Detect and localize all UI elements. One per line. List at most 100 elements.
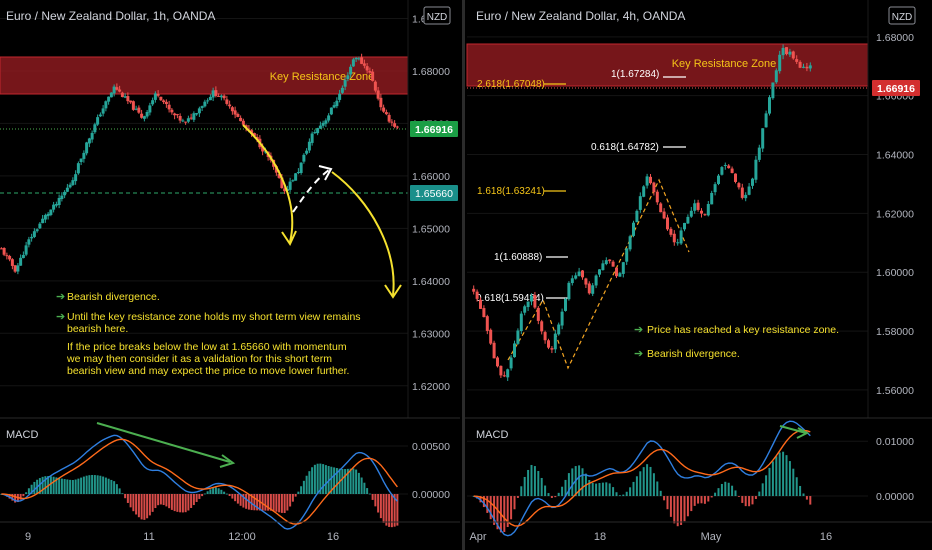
candle-body — [530, 295, 533, 302]
candle-body — [186, 118, 190, 122]
macd-histogram-bar — [107, 478, 110, 494]
macd-histogram-bar — [652, 473, 655, 497]
macd-histogram-bar — [717, 488, 720, 497]
candle-body — [376, 90, 380, 99]
macd-histogram-bar — [261, 494, 264, 511]
macd-histogram-bar — [52, 476, 55, 494]
candle-body — [798, 61, 802, 68]
candle-body — [175, 114, 179, 116]
macd-histogram-bar — [27, 488, 30, 494]
macd-histogram-bar — [236, 494, 239, 504]
right-chart-panel[interactable]: Key Resistance Zone 2.618(1.67048) 1(1.6… — [465, 0, 932, 543]
candle-body — [387, 114, 391, 122]
macd-histogram-bar — [544, 485, 547, 497]
candle-body — [329, 107, 333, 115]
candle-body — [768, 97, 771, 114]
macd-histogram-bar — [768, 467, 771, 497]
left-time-axis[interactable]: 9 11 12:00 16 — [25, 531, 339, 543]
right-price-tag-text: 1.66916 — [877, 83, 915, 95]
candle-body — [659, 203, 663, 213]
left-chart-panel[interactable]: Key Resistance Zone ➔ Bearish divergence… — [0, 0, 460, 543]
macd-histogram-bar — [333, 467, 336, 494]
macd-histogram-bar — [567, 473, 570, 497]
candle-body — [244, 125, 248, 128]
candle-body — [526, 301, 530, 308]
candle-body — [591, 285, 595, 294]
right-chart-title: Euro / New Zealand Dollar, 4h, OANDA — [476, 9, 685, 23]
right-candles — [472, 44, 812, 382]
candle-body — [567, 282, 571, 300]
candle-body — [230, 107, 234, 112]
candle-body — [513, 343, 516, 358]
r-y-tick-label: 1.58000 — [876, 326, 914, 338]
candle-body — [686, 216, 690, 224]
candle-body — [604, 260, 608, 265]
macd-histogram-bar — [635, 476, 638, 497]
macd-histogram-bar — [22, 494, 25, 497]
right-currency-badge-label: NZD — [892, 12, 913, 23]
macd-histogram-bar — [278, 494, 281, 513]
r-x-tick-label: Apr — [469, 531, 486, 543]
candle-body — [679, 230, 683, 244]
candle-body — [706, 204, 710, 216]
left-resistance-zone — [0, 56, 409, 95]
candle-body — [296, 172, 300, 174]
macd-histogram-bar — [228, 494, 231, 497]
macd-histogram-bar — [214, 487, 217, 494]
left-currency-badge[interactable] — [423, 6, 451, 25]
macd-histogram-bar — [710, 496, 713, 498]
macd-histogram-bar — [737, 496, 740, 497]
macd-histogram-bar — [550, 496, 553, 498]
candle-body — [115, 87, 119, 90]
r-y-tick-label: 1.60000 — [876, 267, 914, 279]
candle-body — [214, 90, 218, 96]
macd-histogram-bar — [99, 475, 102, 494]
l-macd-tick-label: 0.00500 — [412, 441, 450, 453]
candle-body — [41, 218, 45, 224]
candle-body — [492, 342, 496, 359]
candle-body — [771, 82, 775, 99]
macd-histogram-bar — [253, 494, 256, 511]
macd-histogram-bar — [625, 491, 628, 497]
candle-body — [642, 186, 646, 197]
macd-histogram-bar — [707, 496, 710, 502]
candle-body — [349, 66, 353, 75]
candle-body — [625, 248, 629, 262]
r-y-tick-label: 1.68000 — [876, 32, 914, 44]
candle-body — [137, 107, 141, 113]
candle-body — [649, 176, 652, 184]
right-time-axis[interactable]: Apr 18 May 16 — [469, 531, 832, 543]
r-x-tick-label: 16 — [820, 531, 832, 543]
macd-line — [1, 434, 398, 530]
candle-body — [68, 184, 72, 188]
candle-body — [778, 54, 782, 72]
macd-histogram-bar — [608, 483, 611, 497]
fib-label-1-lower: 1(1.60888) — [494, 252, 542, 263]
panel-separator[interactable] — [462, 0, 465, 550]
fib-label-0618-upper: 0.618(1.64782) — [591, 142, 659, 153]
macd-histogram-bar — [159, 494, 162, 505]
left-bullet-arrow-2: ➔ — [56, 311, 65, 323]
macd-histogram-bar — [91, 474, 94, 494]
candle-body — [178, 115, 182, 121]
candle-body — [384, 112, 388, 115]
macd-histogram-bar — [795, 477, 798, 497]
candle-body — [594, 275, 598, 286]
macd-histogram-bar — [382, 494, 385, 523]
candle-body — [615, 267, 618, 277]
candle-body — [747, 186, 751, 195]
candle-body — [547, 340, 550, 348]
macd-histogram-bar — [537, 470, 540, 497]
macd-histogram-bar — [371, 494, 374, 500]
macd-histogram-bar — [313, 464, 316, 494]
macd-histogram-bar — [368, 493, 371, 495]
left-note-4: If the price breaks below the low at 1.6… — [67, 341, 347, 353]
macd-histogram-bar — [165, 494, 168, 507]
right-currency-badge[interactable] — [888, 6, 916, 25]
macd-histogram-bar — [388, 494, 391, 527]
macd-histogram-bar — [595, 483, 598, 497]
candle-body — [737, 183, 741, 188]
candle-body — [57, 197, 61, 205]
candle-body — [645, 176, 649, 186]
candle-body — [390, 121, 394, 123]
